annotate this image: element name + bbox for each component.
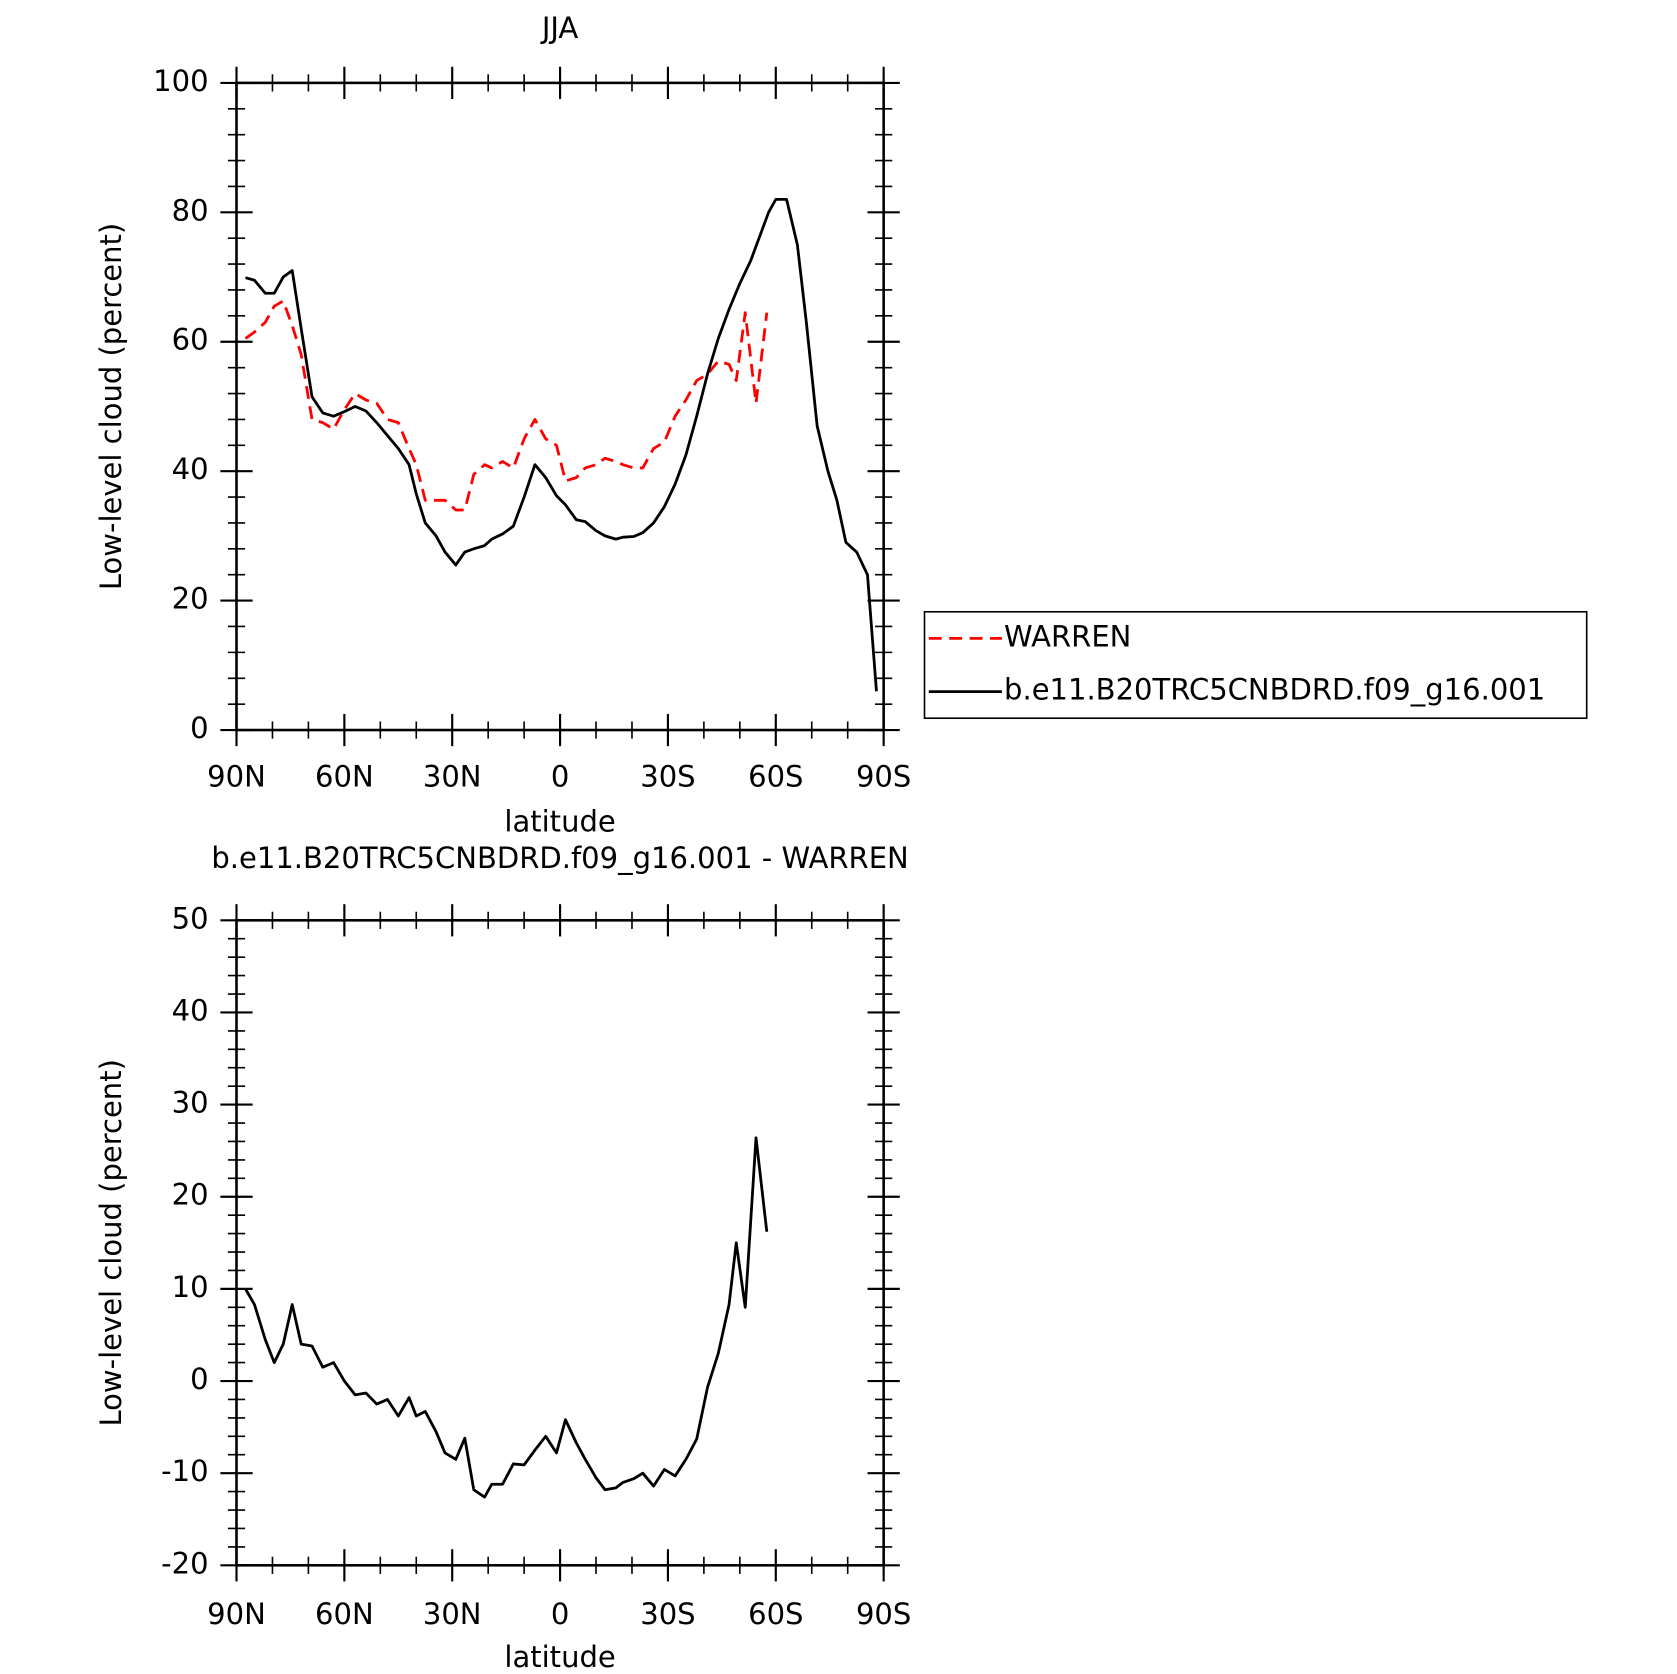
- x-tick-label: 60N: [315, 759, 374, 793]
- x-axis-label: latitude: [504, 805, 615, 839]
- x-axis-label: latitude: [504, 1640, 615, 1674]
- y-tick-label: 0: [190, 1362, 208, 1396]
- chart-title: b.e11.B20TRC5CNBDRD.f09_g16.001 - WARREN: [211, 841, 908, 875]
- x-tick-label: 0: [551, 759, 569, 793]
- y-tick-label: -20: [161, 1546, 208, 1580]
- data-line: [244, 299, 769, 512]
- y-tick-label: 10: [172, 1270, 209, 1304]
- y-tick-label: 20: [172, 582, 209, 616]
- y-tick-label: 100: [153, 64, 208, 98]
- plot-frame: [235, 81, 885, 732]
- x-tick-label: 30S: [640, 1597, 695, 1631]
- y-tick-label: 50: [172, 901, 209, 935]
- data-line: [245, 197, 878, 692]
- y-tick-label: 40: [172, 993, 209, 1027]
- x-tick-label: 0: [551, 1597, 569, 1631]
- y-tick-label: 40: [172, 452, 209, 486]
- data-line: [244, 1136, 769, 1499]
- y-axis-label: Low-level cloud (percent): [94, 1059, 128, 1426]
- x-tick-label: 30N: [423, 1597, 482, 1631]
- y-tick-label: -10: [161, 1454, 208, 1488]
- x-tick-label: 60S: [748, 759, 803, 793]
- y-tick-label: 0: [190, 711, 208, 745]
- x-tick-label: 60S: [748, 1597, 803, 1631]
- x-tick-label: 90S: [856, 759, 911, 793]
- chart-title: JJA: [540, 11, 579, 45]
- y-tick-label: 60: [172, 323, 209, 357]
- x-tick-label: 60N: [315, 1597, 374, 1631]
- x-tick-label: 90N: [207, 759, 266, 793]
- x-tick-label: 30S: [640, 759, 695, 793]
- y-axis-label: Low-level cloud (percent): [94, 223, 128, 590]
- legend-label: b.e11.B20TRC5CNBDRD.f09_g16.001: [1004, 673, 1545, 707]
- plot-frame: [235, 919, 885, 1567]
- y-tick-label: 20: [172, 1178, 209, 1212]
- legend-label: WARREN: [1004, 619, 1131, 653]
- x-tick-label: 30N: [423, 759, 482, 793]
- x-tick-label: 90N: [207, 1597, 266, 1631]
- x-tick-label: 90S: [856, 1597, 911, 1631]
- legend-box: [923, 610, 1588, 720]
- y-tick-label: 30: [172, 1086, 209, 1120]
- y-tick-label: 80: [172, 193, 209, 227]
